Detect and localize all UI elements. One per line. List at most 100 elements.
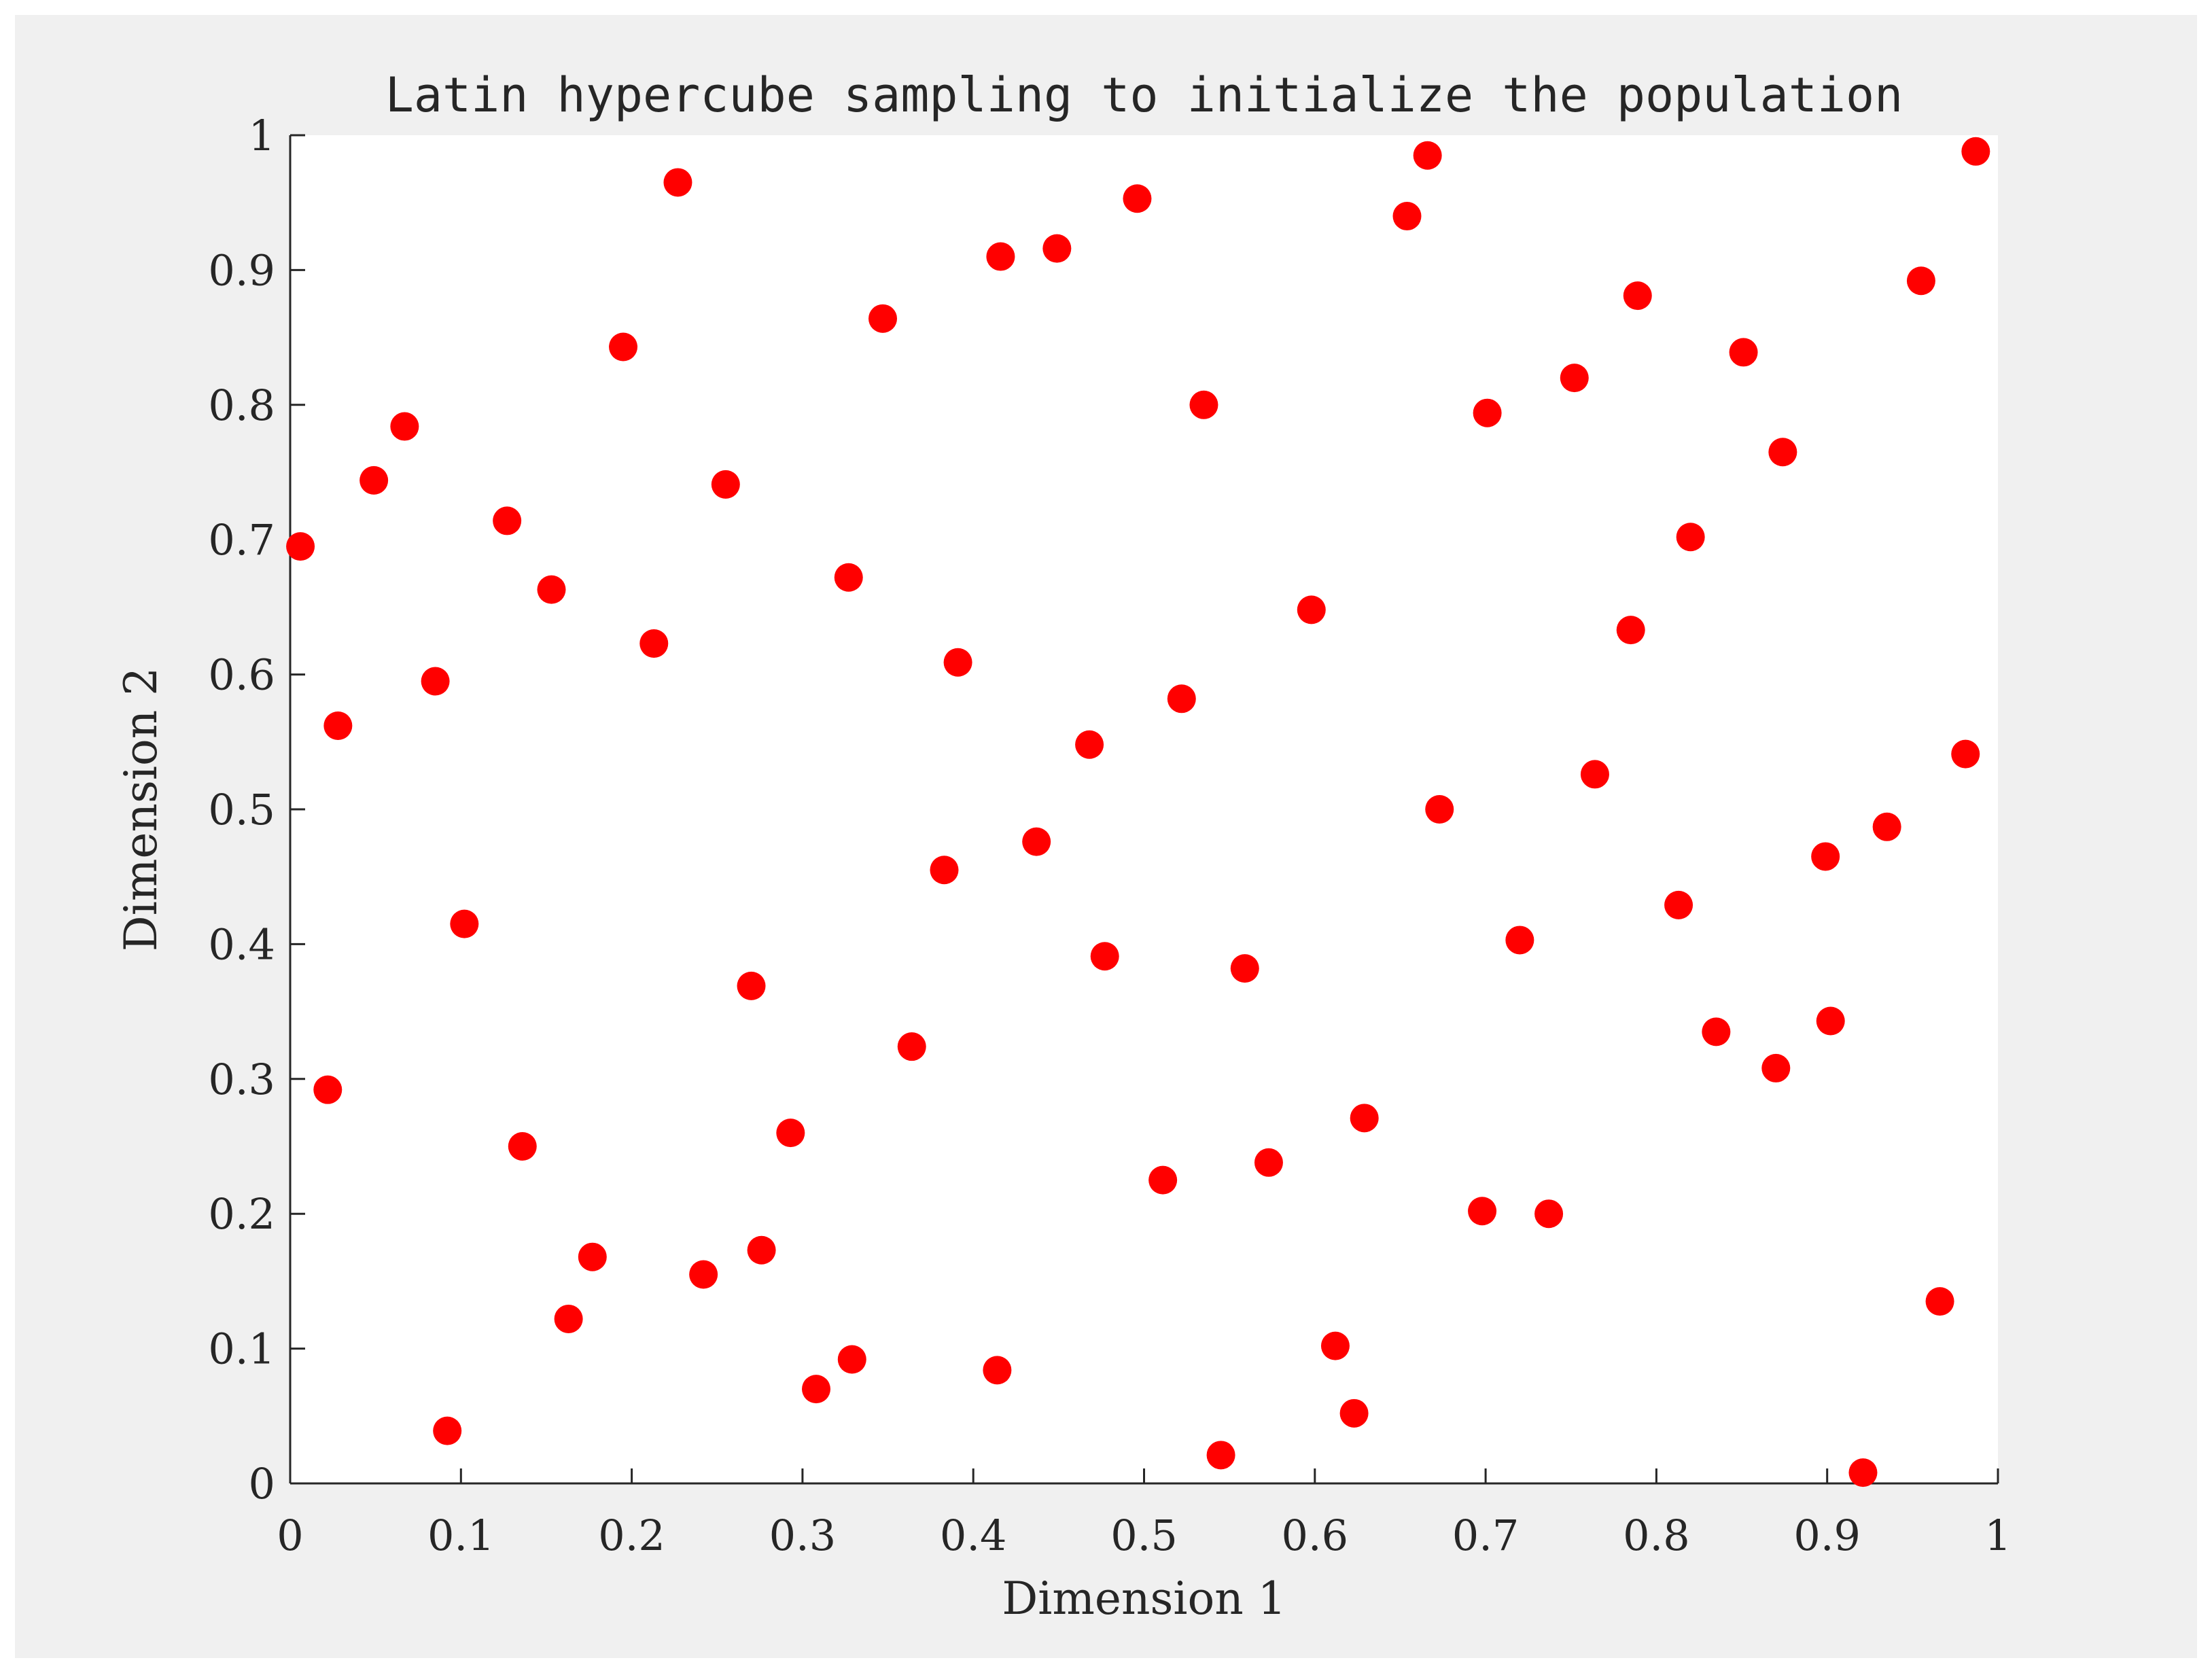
y-tick-label: 0 [249,1459,275,1509]
data-point [1961,137,1990,166]
data-point [776,1119,805,1148]
data-point [897,1032,926,1061]
data-point [1148,1165,1178,1195]
y-tick-label: 0.4 [208,919,275,969]
data-point [1022,827,1051,856]
y-tick-label: 1 [249,111,275,160]
y-axis-ticks: 0 0.1 0.2 0.3 0.4 0.5 0.6 0.7 0.8 0.9 1 [208,111,305,1509]
data-point [1090,942,1119,971]
data-point [1392,202,1422,231]
data-point [1816,1006,1845,1036]
data-point [1664,890,1693,919]
y-tick-label: 0.9 [208,245,275,295]
y-tick-label: 0.5 [208,785,275,834]
data-point [1702,1017,1731,1046]
y-tick-label: 0.6 [208,650,275,700]
data-point [323,711,353,740]
data-point [1075,730,1104,759]
data-point [1906,266,1935,296]
data-point [609,332,638,362]
data-point [1505,926,1534,955]
data-point [1768,438,1797,467]
data-point [1623,281,1652,311]
data-point [554,1304,583,1333]
data-point [1320,1331,1350,1360]
data-point [1616,616,1645,645]
x-tick-label: 0.2 [598,1511,665,1560]
data-point [1872,812,1901,841]
data-point [802,1375,831,1404]
data-point [737,971,766,1000]
data-point [1206,1441,1235,1470]
x-axis-label: Dimension 1 [1002,1572,1286,1625]
data-point [433,1416,462,1445]
data-point [1425,795,1454,824]
data-point [421,667,450,696]
data-point [1560,364,1589,393]
data-point [747,1235,776,1265]
data-point [286,532,315,561]
data-point [1230,954,1259,983]
data-point [313,1075,343,1104]
chart-title: Latin hypercube sampling to initialize t… [385,67,1903,123]
plot-area [290,135,1998,1483]
data-point [1339,1398,1369,1428]
data-point [508,1132,537,1161]
data-point [1350,1104,1379,1133]
data-point [689,1260,718,1289]
data-point [1580,760,1609,789]
x-tick-label: 0.7 [1452,1511,1520,1560]
x-tick-label: 0.1 [427,1511,495,1560]
y-axis-label: Dimension 2 [115,667,167,951]
data-point [1473,398,1502,427]
y-tick-label: 0.1 [208,1324,275,1374]
data-point [834,563,863,592]
data-point [1848,1458,1878,1487]
data-point [663,168,692,197]
y-tick-label: 0.3 [208,1055,275,1104]
data-point [1676,523,1705,552]
data-point [1951,739,1980,769]
x-tick-label: 0.4 [940,1511,1007,1560]
x-tick-label: 0.6 [1281,1511,1348,1560]
data-point [1297,595,1326,624]
data-point [986,242,1015,271]
y-tick-label: 0.7 [208,515,275,565]
data-point [639,629,669,658]
data-point [537,575,566,604]
data-point [1042,234,1072,263]
data-point [359,465,389,495]
figure-background: 0 0.1 0.2 0.3 0.4 0.5 0.6 0.7 0.8 0.9 1 0 0.1 0.2 0.3… [15,15,2197,1658]
data-point [493,506,522,535]
data-point [1413,141,1442,170]
data-points [286,137,1990,1487]
x-tick-label: 1 [1984,1511,2011,1560]
data-point [1729,338,1758,367]
data-point [1534,1199,1564,1229]
data-point [390,412,419,441]
data-point [450,909,479,938]
data-point [1468,1197,1497,1226]
x-tick-label: 0.5 [1110,1511,1178,1560]
scatter-chart: 0 0.1 0.2 0.3 0.4 0.5 0.6 0.7 0.8 0.9 1 0 0.1 0.2 0.3… [115,67,2012,1625]
data-point [1761,1053,1791,1082]
x-tick-label: 0.8 [1623,1511,1690,1560]
data-point [1123,184,1152,213]
y-tick-label: 0.2 [208,1189,275,1239]
data-point [1189,390,1218,419]
data-point [711,470,740,499]
data-point [578,1242,607,1271]
data-point [983,1356,1012,1385]
data-point [1167,684,1196,714]
y-tick-label: 0.8 [208,381,275,430]
x-tick-label: 0.3 [769,1511,837,1560]
data-point [1811,842,1840,871]
x-tick-label: 0.9 [1793,1511,1861,1560]
data-point [1925,1287,1954,1316]
x-axis-ticks: 0 0.1 0.2 0.3 0.4 0.5 0.6 0.7 0.8 0.9 1 [277,1468,2012,1560]
data-point [868,304,898,333]
data-point [943,648,972,677]
data-point [1254,1148,1283,1177]
data-point [837,1345,866,1374]
data-point [930,856,959,885]
